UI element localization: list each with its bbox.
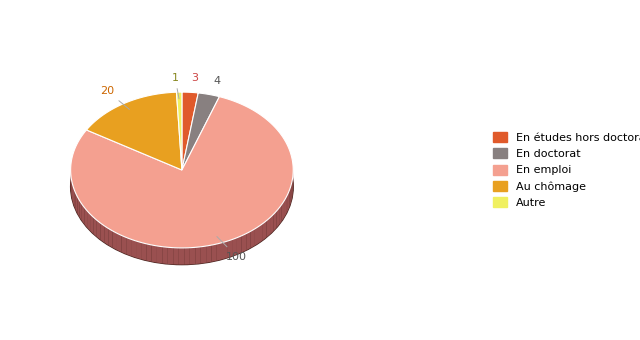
Polygon shape [179,248,184,265]
Polygon shape [276,208,279,228]
Polygon shape [184,248,190,265]
Polygon shape [71,178,72,199]
Polygon shape [126,237,131,256]
Polygon shape [131,239,136,258]
Text: 100: 100 [217,237,247,261]
Polygon shape [195,247,201,264]
Polygon shape [263,221,267,240]
Polygon shape [72,182,73,202]
Polygon shape [270,215,273,234]
Polygon shape [76,193,77,214]
Polygon shape [163,247,168,264]
Polygon shape [147,244,152,262]
Polygon shape [242,234,246,252]
Polygon shape [206,245,212,263]
Polygon shape [122,235,126,254]
Polygon shape [291,183,292,203]
Polygon shape [157,246,163,264]
Polygon shape [113,231,117,250]
Polygon shape [288,190,289,210]
Legend: En études hors doctorat, En doctorat, En emploi, Au chômage, Autre: En études hors doctorat, En doctorat, En… [488,126,640,214]
Polygon shape [217,243,222,261]
Polygon shape [100,223,104,242]
Polygon shape [232,238,237,256]
Polygon shape [251,229,255,248]
PathPatch shape [182,93,220,170]
Polygon shape [246,231,251,250]
Polygon shape [237,236,242,254]
Polygon shape [255,226,259,245]
Polygon shape [79,201,82,221]
Text: 1: 1 [172,73,179,99]
Polygon shape [141,242,147,260]
Polygon shape [108,228,113,248]
Polygon shape [136,241,141,259]
Polygon shape [289,186,291,207]
Polygon shape [282,201,284,221]
Polygon shape [190,247,195,265]
Text: 3: 3 [191,73,198,83]
Polygon shape [73,186,74,206]
Ellipse shape [70,109,293,265]
Polygon shape [77,197,79,217]
PathPatch shape [70,97,293,248]
Polygon shape [74,189,76,210]
Polygon shape [173,248,179,265]
Polygon shape [97,220,100,240]
Text: 4: 4 [214,76,221,86]
Polygon shape [84,207,87,227]
Polygon shape [259,223,263,243]
Polygon shape [87,211,90,231]
PathPatch shape [86,92,182,170]
Polygon shape [227,240,232,258]
Polygon shape [273,211,276,231]
PathPatch shape [177,92,182,170]
Polygon shape [168,247,173,265]
Polygon shape [117,233,122,252]
PathPatch shape [182,92,198,170]
Polygon shape [82,204,84,224]
Polygon shape [222,241,227,259]
Polygon shape [104,226,108,245]
Text: 20: 20 [100,86,129,109]
Polygon shape [286,194,288,214]
Polygon shape [212,244,217,262]
Polygon shape [152,245,157,262]
Polygon shape [90,214,93,234]
Polygon shape [284,198,286,218]
Polygon shape [93,217,97,237]
Polygon shape [201,246,206,264]
Polygon shape [267,218,270,237]
Polygon shape [279,204,282,225]
